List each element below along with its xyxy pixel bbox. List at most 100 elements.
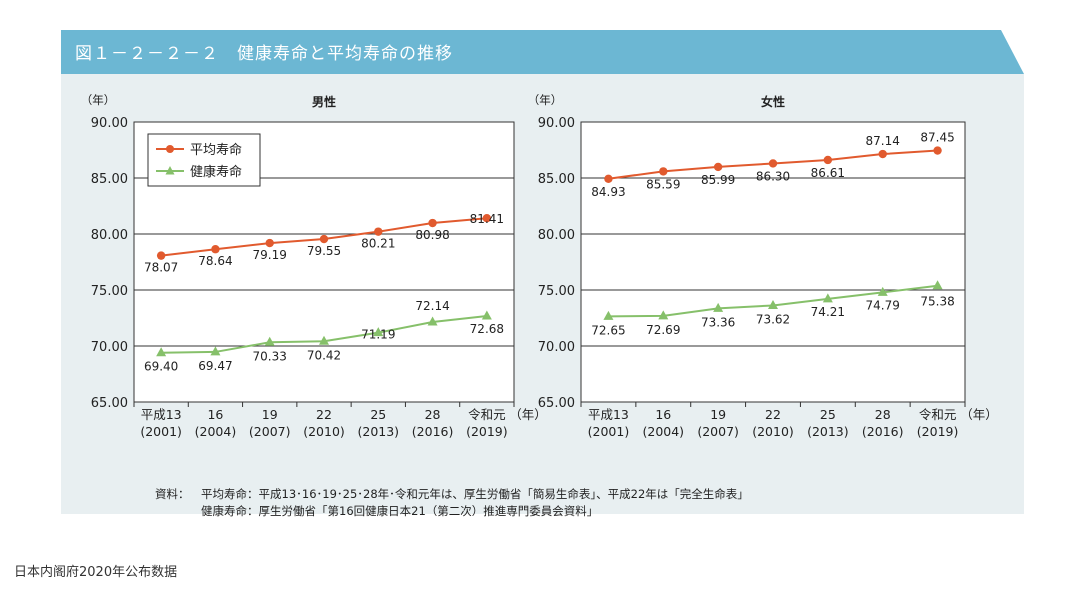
female-x-tick-sublabel: (2013) [807, 424, 849, 439]
female-avg-point [604, 174, 613, 183]
male-x-tick-label: 16 [207, 407, 223, 422]
male-avg-point [319, 234, 329, 244]
male-x-tick-label: 25 [370, 407, 386, 422]
male-x-tick-sublabel: (2010) [303, 424, 345, 439]
male-x-tick-sublabel: (2007) [249, 424, 291, 439]
male-avg-data-label: 78.07 [144, 261, 178, 275]
male-x-tick-label: 令和元 [468, 407, 506, 422]
male-healthy-point [427, 316, 438, 326]
male-y-tick-label: 65.00 [91, 396, 128, 411]
male-legend-label: 健康寿命 [190, 164, 242, 180]
male-healthy-point [210, 346, 221, 356]
female-avg-data-label: 86.30 [756, 169, 790, 183]
female-avg-data-label: 85.99 [701, 173, 735, 187]
female-healthy-point [877, 286, 888, 296]
male-x-tick-label: 19 [262, 407, 278, 422]
female-x-tick-sublabel: (2019) [917, 424, 959, 439]
male-y-tick-label: 90.00 [91, 116, 128, 131]
male-x-tick-sublabel: (2013) [357, 424, 399, 439]
female-avg-point [878, 149, 887, 159]
female-avg-point [768, 159, 778, 168]
female-y-axis-unit: （年） [528, 93, 563, 107]
female-x-tick-sublabel: (2016) [862, 424, 904, 439]
male-avg-point [211, 245, 220, 254]
male-healthy-data-label: 71.19 [361, 328, 395, 342]
female-chart-title: 女性 [761, 94, 785, 109]
male-chart-title: 男性 [312, 94, 336, 109]
male-x-tick-label: 22 [316, 407, 332, 422]
male-x-tick-sublabel: (2016) [412, 424, 454, 439]
female-healthy-point [768, 299, 778, 309]
female-healthy-data-label: 72.65 [591, 323, 625, 337]
male-avg-data-label: 78.64 [198, 254, 232, 268]
figure-title: 図１－２－２－２ 健康寿命と平均寿命の推移 [75, 44, 453, 64]
female-plot-area [580, 121, 966, 403]
female-healthy-data-label: 74.79 [866, 298, 900, 312]
female-healthy-point [658, 310, 669, 320]
female-y-tick-label: 75.00 [538, 284, 575, 299]
male-x-tick-sublabel: (2001) [140, 424, 182, 439]
source-line-2: 健康寿命：厚生労働省「第16回健康日本21（第二次）推進専門委員会資料」 [201, 504, 599, 518]
female-x-tick-label: 令和元 [919, 407, 957, 422]
female-x-tick-label: 19 [710, 407, 726, 422]
male-avg-point [482, 214, 492, 223]
male-healthy-point [319, 335, 329, 345]
male-avg-point [156, 251, 166, 260]
male-x-tick-sublabel: (2019) [466, 424, 508, 439]
female-avg-point [713, 162, 723, 172]
male-x-tick-label: 28 [425, 407, 441, 422]
male-healthy-point [264, 336, 275, 346]
female-x-tick-label: 28 [875, 407, 891, 422]
female-y-tick-label: 90.00 [538, 116, 575, 131]
female-healthy-data-label: 72.69 [646, 323, 680, 337]
male-healthy-data-label: 70.42 [307, 348, 341, 362]
female-x-tick-label: 22 [765, 407, 781, 422]
male-healthy-data-label: 70.33 [253, 349, 287, 363]
female-y-tick-label: 65.00 [538, 396, 575, 411]
female-avg-point [823, 155, 833, 165]
female-y-tick-label: 70.00 [538, 340, 575, 355]
figure-panel: 図１－２－２－２ 健康寿命と平均寿命の推移 65.00 70.00 75.00 80.… [61, 30, 1024, 518]
female-healthy-data-label: 75.38 [920, 295, 954, 309]
source-note: 資料： 平均寿命：平成13･16･19･25･28年･令和元年は、厚生労働省「簡易… [155, 486, 749, 520]
male-healthy-point [156, 347, 167, 357]
male-y-tick-label: 85.00 [91, 172, 128, 187]
female-y-tick-label: 80.00 [538, 228, 575, 243]
female-healthy-point [713, 302, 724, 312]
male-avg-data-label: 79.19 [253, 248, 287, 262]
figure-banner [61, 30, 1024, 74]
male-healthy-data-label: 72.68 [470, 322, 504, 336]
male-legend-marker [165, 166, 175, 175]
male-y-axis-unit: （年） [81, 93, 116, 107]
male-legend-marker [166, 145, 174, 153]
male-healthy-point [373, 327, 384, 337]
female-x-tick-sublabel: (2007) [697, 424, 739, 439]
male-avg-data-label: 80.21 [361, 237, 395, 251]
male-avg-data-label: 81.41 [470, 212, 504, 226]
female-x-axis-unit: （年） [960, 407, 998, 422]
female-healthy-data-label: 73.36 [701, 315, 735, 329]
female-healthy-point [603, 310, 614, 320]
female-healthy-data-label: 73.62 [756, 312, 790, 326]
female-avg-data-label: 87.45 [920, 131, 954, 145]
female-x-tick-sublabel: (2001) [588, 424, 630, 439]
female-x-tick-label: 平成13 [588, 407, 629, 422]
male-y-tick-label: 75.00 [91, 284, 128, 299]
male-avg-point [374, 227, 383, 236]
female-y-tick-label: 85.00 [538, 172, 575, 187]
source-label: 資料： [155, 487, 190, 501]
male-avg-data-label: 79.55 [307, 244, 341, 258]
female-healthy-point [932, 280, 943, 290]
male-x-axis-unit: （年） [509, 407, 547, 422]
male-avg-point [428, 218, 437, 228]
male-legend-box [147, 133, 261, 187]
male-legend-label: 平均寿命 [190, 142, 242, 158]
female-x-tick-sublabel: (2010) [752, 424, 794, 439]
female-avg-point [659, 167, 668, 176]
female-x-tick-sublabel: (2004) [642, 424, 684, 439]
male-x-tick-sublabel: (2004) [195, 424, 237, 439]
male-x-tick-label: 平成13 [141, 407, 182, 422]
female-healthy-data-label: 74.21 [811, 305, 845, 319]
male-avg-point [265, 238, 274, 248]
female-avg-data-label: 84.93 [591, 185, 625, 199]
